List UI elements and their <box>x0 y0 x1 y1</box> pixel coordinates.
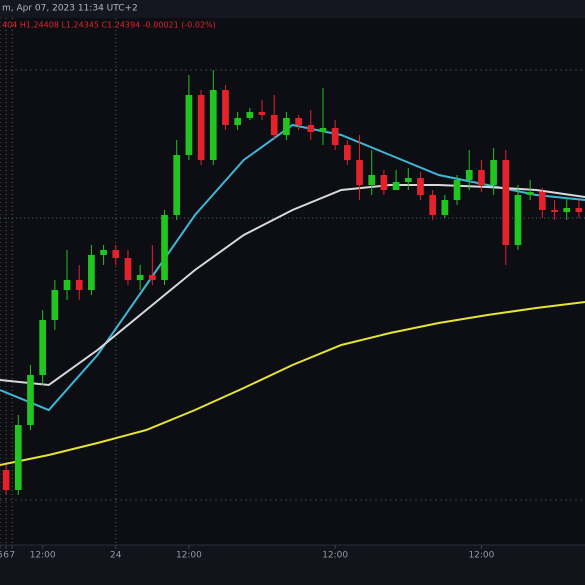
candle-body <box>380 175 388 190</box>
candle-body <box>368 175 376 185</box>
candle-body <box>234 118 242 125</box>
ohlc-header: 404 H1.24408 L1.24345 C1.24394 -0.00021 … <box>2 21 216 30</box>
candle-body <box>27 375 34 425</box>
candle-body <box>478 170 485 185</box>
marks <box>0 70 585 495</box>
x-tick-label: 6 <box>3 551 9 561</box>
candle-body <box>465 170 473 180</box>
candle-body <box>2 470 10 490</box>
candle-body <box>161 215 168 280</box>
candle-body <box>356 160 363 185</box>
candle-body <box>88 255 95 290</box>
candle-body <box>283 118 290 135</box>
candle-body <box>39 320 47 375</box>
candle-body <box>124 258 132 280</box>
candle-body <box>307 125 315 132</box>
moving-average <box>0 184 585 387</box>
x-tick-label: 12:00 <box>322 551 348 561</box>
candle-body <box>75 280 83 290</box>
candle-body <box>514 195 522 245</box>
x-tick-label: 7 <box>9 551 15 561</box>
candle-body <box>551 210 558 212</box>
candle-body <box>173 155 181 215</box>
candle-body <box>209 90 217 160</box>
candle-body <box>429 195 437 215</box>
x-tick-label: 12:00 <box>468 551 494 561</box>
candle-body <box>51 290 59 320</box>
candle-body <box>343 145 351 160</box>
chart-title: m, Apr 07, 2023 11:34 UTC+2 <box>2 4 138 14</box>
candle-body <box>319 128 327 132</box>
x-tick-label: 12:00 <box>176 551 202 561</box>
candle-body <box>526 192 534 195</box>
moving-average <box>0 123 585 412</box>
x-tick-label: 24 <box>110 551 122 561</box>
candle-body <box>270 115 278 135</box>
candle-body <box>392 182 400 190</box>
candle-body <box>100 250 107 255</box>
candle-body <box>112 250 120 258</box>
candle-body <box>404 178 412 182</box>
candle-body <box>575 208 583 212</box>
candle-body <box>148 275 156 280</box>
candle-body <box>490 160 497 185</box>
time-axis-bar <box>0 545 585 585</box>
candle-body <box>197 95 205 160</box>
candle-body <box>136 275 144 280</box>
candle-body <box>538 192 546 210</box>
candle-body <box>453 180 461 200</box>
candle-body <box>331 128 339 145</box>
candle-body <box>14 425 22 490</box>
candle-body <box>246 112 254 118</box>
candle-body <box>222 90 229 125</box>
header-bar <box>0 0 585 18</box>
candle-body <box>258 112 266 115</box>
x-tick-label: 12:00 <box>30 551 56 561</box>
x-tick-label: 5 <box>0 551 3 561</box>
candle-body <box>63 280 71 290</box>
candle-body <box>502 160 510 245</box>
candle-body <box>185 95 193 155</box>
moving-average <box>0 301 585 466</box>
candle-body <box>417 178 424 195</box>
candle-body <box>563 208 571 212</box>
candle-body <box>295 118 302 125</box>
candle-body <box>441 200 449 215</box>
